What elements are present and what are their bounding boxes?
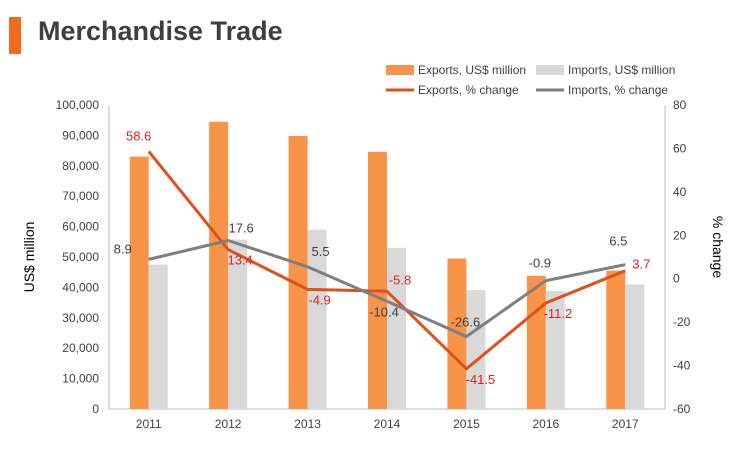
exports-change-label: -4.9 [308, 292, 330, 307]
exports-change-label: -41.5 [466, 372, 496, 387]
exports-bar [606, 270, 626, 409]
y-tick-label: 50,000 [62, 250, 99, 264]
imports-bar [148, 264, 168, 409]
y-tick-label: 0 [92, 402, 99, 416]
legend-imports-line-label: Imports, % change [568, 83, 668, 97]
y2-tick-label: -60 [673, 402, 691, 416]
imports-change-label: 17.6 [228, 220, 253, 235]
y-tick-label: 60,000 [62, 220, 99, 234]
y2-axis-title: % change [710, 216, 726, 278]
imports-bar [228, 239, 248, 409]
y-tick-label: 70,000 [62, 189, 99, 203]
imports-bar [387, 247, 406, 409]
legend-imports-bar-swatch [536, 65, 564, 75]
imports-change-label: -10.4 [369, 304, 399, 319]
imports-change-label: -0.9 [529, 256, 551, 271]
legend-imports-bar-label: Imports, US$ million [568, 63, 675, 77]
exports-bar [368, 151, 387, 410]
y-tick-label: 40,000 [62, 280, 99, 294]
exports-change-label: 3.7 [632, 257, 650, 272]
exports-bar [129, 156, 149, 409]
x-tick-label: 2014 [374, 417, 401, 431]
y2-tick-label: 20 [673, 228, 687, 242]
y-tick-label: 100,000 [56, 98, 100, 112]
legend-exports-bar-label: Exports, US$ million [418, 63, 526, 77]
page-title: Merchandise Trade [38, 16, 283, 46]
y-tick-label: 20,000 [62, 341, 99, 355]
x-tick-label: 2016 [533, 417, 560, 431]
imports-bar [545, 291, 565, 409]
y-tick-label: 10,000 [62, 372, 99, 386]
title-accent-bar [9, 17, 21, 54]
exports-bar [526, 275, 546, 409]
imports-bar [466, 290, 486, 409]
exports-change-label: 58.6 [126, 128, 151, 143]
x-tick-label: 2012 [215, 417, 242, 431]
x-tick-label: 2011 [136, 417, 162, 431]
x-tick-label: 2015 [453, 417, 480, 431]
exports-bar [209, 121, 229, 409]
imports-bar [625, 284, 645, 409]
imports-change-label: 6.5 [609, 234, 627, 249]
legend-exports-bar-swatch [386, 65, 414, 75]
imports-change-label: 8.9 [114, 241, 132, 256]
y2-tick-label: 0 [673, 272, 680, 286]
y2-tick-label: -40 [673, 359, 691, 373]
imports-change-label: 5.5 [312, 244, 330, 259]
y2-tick-label: 40 [673, 185, 687, 199]
y-axis-title: US$ million [21, 222, 37, 293]
imports-change-label: -26.6 [451, 314, 481, 329]
y-tick-label: 30,000 [62, 311, 99, 325]
y2-tick-label: 80 [673, 98, 687, 112]
y-tick-label: 90,000 [62, 128, 99, 142]
legend-exports-line-label: Exports, % change [418, 83, 519, 97]
y2-tick-label: -20 [673, 315, 691, 329]
exports-change-label: -11.2 [544, 306, 573, 321]
x-tick-label: 2013 [294, 417, 321, 431]
exports-change-label: 13.4 [227, 253, 252, 268]
y2-tick-label: 60 [673, 141, 687, 155]
imports-change-line [148, 238, 626, 338]
exports-change-label: -5.8 [389, 272, 411, 287]
exports-bar [288, 136, 308, 409]
x-tick-label: 2017 [612, 417, 639, 431]
exports-change-line [147, 150, 626, 371]
y-tick-label: 80,000 [62, 159, 99, 173]
